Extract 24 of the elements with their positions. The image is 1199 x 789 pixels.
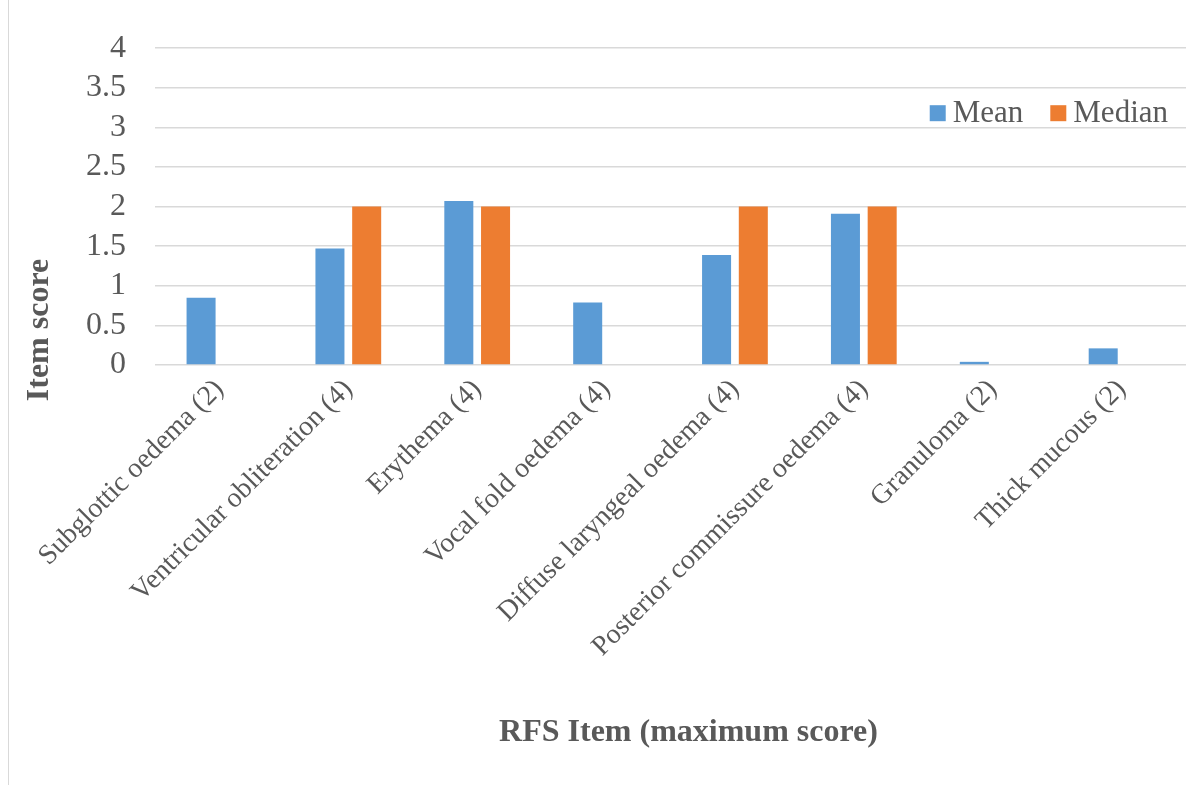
bar	[1088, 348, 1118, 365]
legend-label: Mean	[952, 94, 1024, 130]
bar	[444, 201, 474, 365]
bar	[186, 297, 216, 365]
y-tick-label: 2.5	[86, 146, 126, 183]
bar	[481, 206, 511, 365]
y-tick-label: 3	[110, 106, 126, 143]
y-tick-label: 2	[110, 186, 126, 223]
bar	[702, 254, 732, 365]
x-axis-title: RFS Item (maximum score)	[499, 712, 878, 749]
y-tick-label: 1.5	[86, 225, 126, 262]
bar	[738, 206, 768, 365]
legend-label: Median	[1073, 94, 1169, 130]
y-axis-title: Item score	[19, 258, 56, 402]
y-tick-label: 4	[110, 27, 126, 64]
bar	[830, 213, 860, 365]
bar	[352, 206, 382, 365]
bar	[867, 206, 897, 365]
bar	[573, 302, 603, 365]
y-tick-label: 0.5	[86, 304, 126, 341]
y-tick-label: 0	[110, 344, 126, 381]
y-tick-label: 3.5	[86, 67, 126, 104]
y-tick-label: 1	[110, 265, 126, 302]
bar	[315, 248, 345, 365]
